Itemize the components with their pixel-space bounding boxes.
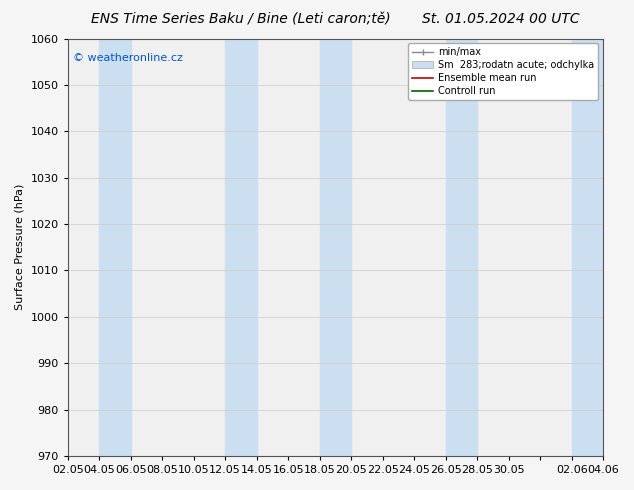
- Bar: [446, 39, 477, 456]
- Text: ENS Time Series Baku / Bine (Leti caron;tě): ENS Time Series Baku / Bine (Leti caron;…: [91, 12, 391, 26]
- Bar: [99, 39, 131, 456]
- Legend: min/max, Sm  283;rodatn acute; odchylka, Ensemble mean run, Controll run: min/max, Sm 283;rodatn acute; odchylka, …: [408, 44, 598, 100]
- Bar: [225, 39, 257, 456]
- Y-axis label: Surface Pressure (hPa): Surface Pressure (hPa): [15, 184, 25, 311]
- Bar: [572, 39, 603, 456]
- Text: St. 01.05.2024 00 UTC: St. 01.05.2024 00 UTC: [422, 12, 579, 26]
- Bar: [320, 39, 351, 456]
- Text: © weatheronline.cz: © weatheronline.cz: [73, 53, 183, 63]
